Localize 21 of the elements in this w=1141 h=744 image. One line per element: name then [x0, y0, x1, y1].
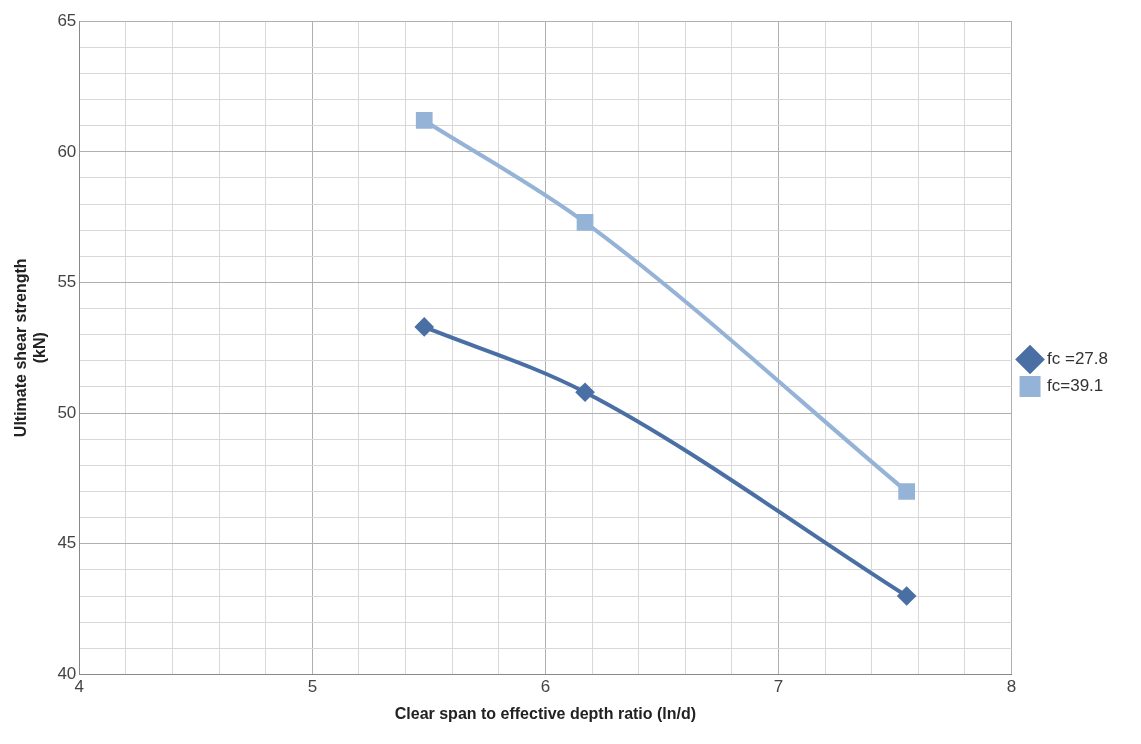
x-tick-label: 8	[1006, 677, 1017, 697]
point	[897, 587, 916, 606]
point	[415, 112, 433, 129]
y-tick-label: 40	[57, 664, 77, 684]
point	[415, 317, 434, 336]
y-tick-label: 45	[57, 533, 77, 553]
legend-label: fc=39.1	[1047, 376, 1104, 396]
x-axis-title: Clear span to effective depth ratio (ln/d)	[394, 704, 697, 722]
x-tick-label: 7	[773, 677, 784, 697]
legend-label: fc =27.8	[1047, 349, 1109, 369]
x-tick-label: 6	[540, 677, 551, 697]
x-tick-label: 4	[74, 677, 85, 697]
point	[576, 214, 594, 231]
y-tick-label: 55	[57, 272, 77, 292]
y-tick-label: 65	[57, 10, 77, 30]
point	[576, 383, 595, 402]
point	[898, 483, 916, 500]
y-axis-title: Ultimate shear strength (kN)	[12, 258, 49, 438]
x-tick-label: 5	[307, 677, 318, 697]
y-tick-label: 50	[57, 402, 77, 422]
y-tick-label: 60	[57, 141, 77, 161]
